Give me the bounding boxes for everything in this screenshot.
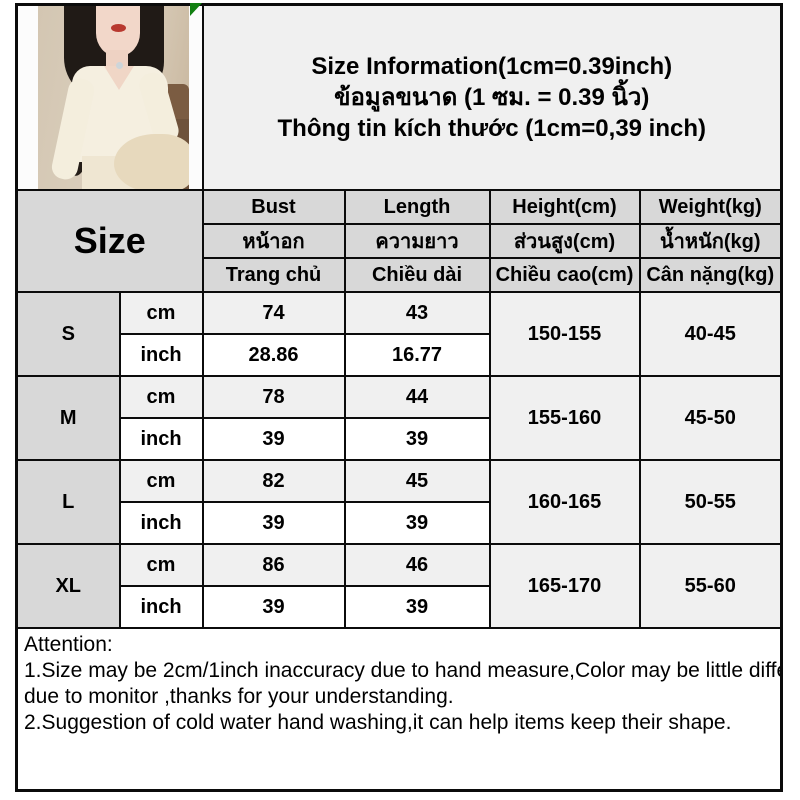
unit-cm-label: cm (118, 459, 204, 503)
length-cm-value: 46 (343, 543, 491, 587)
attention-heading: Attention: (24, 633, 113, 656)
title-thai: ข้อมูลขนาด (1 ซม. = 0.39 นิ้ว) (334, 84, 650, 111)
attention-line: 2.Suggestion of cold water hand washing,… (24, 711, 732, 734)
title-cell: Size Information(1cm=0.39inch) ข้อมูลขนา… (201, 3, 783, 191)
product-photo-cell (15, 3, 204, 191)
col-header-bust-th: หน้าอก (201, 223, 346, 259)
table-row: M cm 78 44 155-160 45-50 (15, 375, 783, 461)
weight-range-value: 45-50 (638, 375, 783, 461)
col-header-height-en: Height(cm) (488, 189, 641, 225)
bust-cm-value: 78 (201, 375, 346, 419)
bust-inch-value: 39 (201, 585, 346, 629)
table-header-row-vi: Trang chủ Chiều dài Chiều cao(cm) Cân nặ… (17, 257, 783, 293)
unit-inch-label: inch (118, 585, 204, 629)
size-label-m: M (15, 375, 121, 461)
col-header-length-th: ความยาว (343, 223, 491, 259)
length-cm-value: 43 (343, 291, 491, 335)
table-row: L cm 82 45 160-165 50-55 (15, 459, 783, 545)
height-range-value: 160-165 (488, 459, 641, 545)
unit-inch-label: inch (118, 417, 204, 461)
fluffy-bag (114, 134, 189, 189)
size-label-xl: XL (15, 543, 121, 629)
table-row: Size Information(1cm=0.39inch) ข้อมูลขนา… (15, 3, 783, 191)
size-table: Size Information(1cm=0.39inch) ข้อมูลขนา… (15, 3, 784, 792)
attention-note: Attention: 1.Size may be 2cm/1inch inacc… (15, 627, 783, 791)
model-lips (111, 24, 126, 32)
unit-cm-label: cm (118, 543, 204, 587)
unit-cm-label: cm (118, 291, 204, 335)
size-label-l: L (15, 459, 121, 545)
size-corner-header: Size (15, 189, 204, 293)
size-chart-sheet: Size Information(1cm=0.39inch) ข้อมูลขนา… (15, 3, 784, 792)
height-range-value: 165-170 (488, 543, 641, 629)
table-row: inch 28.86 16.77 (17, 333, 782, 377)
attention-line: due to monitor ,thanks for your understa… (24, 685, 454, 708)
attention-line: 1.Size may be 2cm/1inch inaccuracy due t… (24, 659, 782, 682)
weight-range-value: 50-55 (638, 459, 783, 545)
weight-range-value: 55-60 (638, 543, 783, 629)
table-row: inch 39 39 (17, 585, 782, 629)
title-vietnamese: Thông tin kích thước (1cm=0,39 inch) (277, 115, 707, 142)
height-range-value: 155-160 (488, 375, 641, 461)
length-inch-value: 39 (343, 501, 491, 545)
bust-inch-value: 39 (201, 417, 346, 461)
bust-cm-value: 74 (201, 291, 346, 335)
col-header-bust-vi: Trang chủ (201, 257, 346, 293)
col-header-weight-en: Weight(kg) (638, 189, 783, 225)
table-row: XL cm 86 46 165-170 55-60 (15, 543, 783, 629)
bust-inch-value: 39 (201, 501, 346, 545)
unit-inch-label: inch (118, 333, 204, 377)
col-header-length-vi: Chiều dài (343, 257, 491, 293)
table-row: inch 39 39 (17, 417, 782, 461)
product-photo (38, 6, 189, 189)
length-cm-value: 44 (343, 375, 491, 419)
length-inch-value: 16.77 (343, 333, 491, 377)
unit-cm-label: cm (118, 375, 204, 419)
height-range-value: 150-155 (488, 291, 641, 377)
bust-inch-value: 28.86 (201, 333, 346, 377)
table-row: Attention: 1.Size may be 2cm/1inch inacc… (15, 627, 783, 791)
bust-cm-value: 82 (201, 459, 346, 503)
table-header-row-en: Size Bust Length Height(cm) Weight(kg) (15, 189, 783, 293)
col-header-bust-en: Bust (201, 189, 346, 225)
weight-range-value: 40-45 (638, 291, 783, 377)
length-inch-value: 39 (343, 585, 491, 629)
title-english: Size Information(1cm=0.39inch) (311, 53, 673, 80)
table-row: S cm 74 43 150-155 40-45 (15, 291, 783, 377)
col-header-height-vi: Chiều cao(cm) (488, 257, 641, 293)
col-header-height-th: ส่วนสูง(cm) (488, 223, 641, 259)
cell-corner-triangle-icon (190, 3, 202, 16)
table-header-row-th: หน้าอก ความยาว ส่วนสูง(cm) น้ำหนัก(kg) (17, 223, 783, 259)
unit-inch-label: inch (118, 501, 204, 545)
length-cm-value: 45 (343, 459, 491, 503)
table-row: inch 39 39 (17, 501, 782, 545)
col-header-weight-vi: Cân nặng(kg) (638, 257, 783, 293)
length-inch-value: 39 (343, 417, 491, 461)
col-header-weight-th: น้ำหนัก(kg) (638, 223, 783, 259)
size-label-s: S (15, 291, 121, 377)
col-header-length-en: Length (343, 189, 491, 225)
bust-cm-value: 86 (201, 543, 346, 587)
necklace-pendant (116, 62, 123, 69)
